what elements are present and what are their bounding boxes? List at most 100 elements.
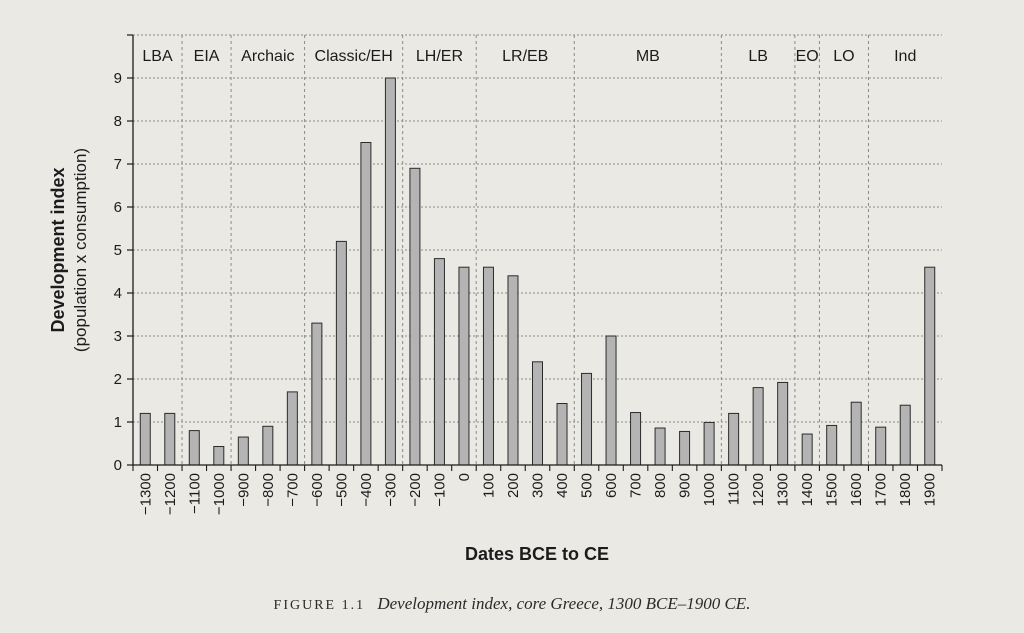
bar-16 bbox=[532, 361, 543, 466]
period-label: LO bbox=[833, 48, 854, 65]
bar-22 bbox=[679, 430, 691, 466]
bar-17 bbox=[556, 403, 568, 466]
x-tick-label: 1900 bbox=[922, 473, 939, 506]
x-tick-label: 700 bbox=[628, 473, 645, 498]
bar-9 bbox=[360, 142, 372, 466]
period-label: LH/ER bbox=[416, 48, 463, 65]
x-tick-label: 500 bbox=[579, 473, 596, 498]
bar-28 bbox=[826, 424, 838, 466]
x-tick-label: −300 bbox=[382, 473, 399, 507]
bar-24 bbox=[728, 412, 740, 466]
x-tick-label: −400 bbox=[358, 473, 375, 507]
x-tick-label: 1500 bbox=[824, 473, 841, 506]
x-tick-label: 1000 bbox=[701, 473, 718, 506]
x-tick-label: −800 bbox=[260, 473, 277, 507]
bar-20 bbox=[630, 412, 642, 466]
y-axis-title: Development index bbox=[48, 167, 68, 332]
x-tick-label: −1100 bbox=[186, 473, 203, 514]
period-label: MB bbox=[636, 48, 660, 65]
x-axis-title: Dates BCE to CE bbox=[465, 544, 609, 564]
figure-caption-text: Development index, core Greece, 1300 BCE… bbox=[377, 594, 751, 613]
x-tick-label: 1300 bbox=[775, 473, 792, 506]
period-label: EIA bbox=[194, 48, 220, 65]
bars bbox=[139, 77, 936, 466]
x-tick-label: −200 bbox=[407, 473, 424, 507]
bar-27 bbox=[801, 433, 813, 466]
y-tick-label: 8 bbox=[114, 113, 122, 130]
y-tick-label: 9 bbox=[114, 70, 122, 87]
x-tick-label: −700 bbox=[284, 473, 301, 507]
x-tick-label: −100 bbox=[431, 473, 448, 507]
x-tick-label: 1200 bbox=[750, 473, 767, 506]
x-tick-label: 800 bbox=[652, 473, 669, 498]
x-tick-label: 1100 bbox=[726, 473, 743, 505]
period-label: EO bbox=[796, 48, 819, 65]
x-tick-label: 300 bbox=[530, 473, 547, 498]
x-tick-label: 1700 bbox=[873, 473, 890, 506]
x-tick-label: 100 bbox=[480, 473, 497, 498]
bar-6 bbox=[286, 391, 298, 466]
period-label: LB bbox=[748, 48, 768, 65]
bar-30 bbox=[875, 426, 887, 466]
bar-26 bbox=[777, 381, 789, 466]
x-tick-labels: −1300 −1200 −1100 −1000 −900 −800 −700 −600 −500… bbox=[137, 473, 938, 515]
y-tick-label: 1 bbox=[114, 414, 122, 431]
y-tick-label: 2 bbox=[114, 371, 122, 388]
period-label: Classic/EH bbox=[315, 48, 393, 65]
x-tick-label: 0 bbox=[456, 473, 473, 481]
x-tick-label: 200 bbox=[505, 473, 522, 498]
y-tick-label: 0 bbox=[114, 457, 122, 474]
bar-19 bbox=[605, 335, 617, 466]
bar-12 bbox=[433, 258, 445, 466]
y-tick-label: 7 bbox=[114, 156, 122, 173]
chart-svg: LBA EIA Archaic Classic/EH LH/ER LR/EB MB LB EO L… bbox=[48, 34, 943, 564]
bar-0 bbox=[139, 412, 151, 466]
period-labels: LBA EIA Archaic Classic/EH LH/ER LR/EB MB LB EO L… bbox=[142, 48, 916, 65]
figure-caption: FIGURE 1.1 Development index, core Greec… bbox=[0, 594, 1024, 614]
x-tick-label: 400 bbox=[554, 473, 571, 498]
bar-11 bbox=[409, 167, 421, 466]
bar-10 bbox=[384, 77, 396, 466]
x-tick-label: −900 bbox=[235, 473, 252, 507]
period-label: LR/EB bbox=[502, 48, 548, 65]
bar-14 bbox=[482, 266, 494, 466]
x-tick-label: 600 bbox=[603, 473, 620, 498]
x-tick-label: −1000 bbox=[211, 473, 228, 515]
bar-21 bbox=[654, 427, 666, 466]
y-tick-labels: 0 1 2 3 4 5 6 7 8 9 bbox=[114, 70, 122, 474]
bar-1 bbox=[164, 412, 176, 466]
bar-13 bbox=[458, 266, 470, 466]
bar-5 bbox=[262, 425, 274, 466]
bar-2 bbox=[188, 430, 200, 466]
bar-25 bbox=[752, 387, 764, 466]
period-label: Archaic bbox=[241, 48, 294, 65]
x-tick-label: 1600 bbox=[848, 473, 865, 506]
bar-31 bbox=[899, 404, 911, 466]
axes bbox=[127, 34, 943, 471]
bar-3 bbox=[213, 446, 225, 466]
bar-18 bbox=[581, 372, 593, 466]
y-tick-label: 4 bbox=[114, 285, 122, 302]
bar-29 bbox=[850, 401, 862, 466]
bar-8 bbox=[335, 240, 347, 466]
bar-23 bbox=[703, 421, 715, 466]
figure-label: FIGURE 1.1 bbox=[273, 598, 366, 613]
x-tick-label: −1200 bbox=[162, 473, 179, 515]
bar-32 bbox=[924, 266, 936, 466]
x-tick-label: −1300 bbox=[137, 473, 154, 515]
period-label: LBA bbox=[142, 48, 173, 65]
y-tick-label: 3 bbox=[114, 328, 122, 345]
y-tick-label: 6 bbox=[114, 199, 122, 216]
x-tick-label: 900 bbox=[677, 473, 694, 498]
x-tick-label: −600 bbox=[309, 473, 326, 507]
bar-15 bbox=[507, 275, 519, 466]
x-tick-label: 1800 bbox=[897, 473, 914, 506]
x-tick-label: −500 bbox=[333, 473, 350, 507]
y-axis-subtitle: (population x consumption) bbox=[71, 148, 90, 352]
period-label: Ind bbox=[894, 48, 916, 65]
bar-7 bbox=[311, 322, 323, 466]
bar-4 bbox=[237, 436, 249, 466]
x-tick-label: 1400 bbox=[799, 473, 816, 506]
y-tick-label: 5 bbox=[114, 242, 122, 259]
